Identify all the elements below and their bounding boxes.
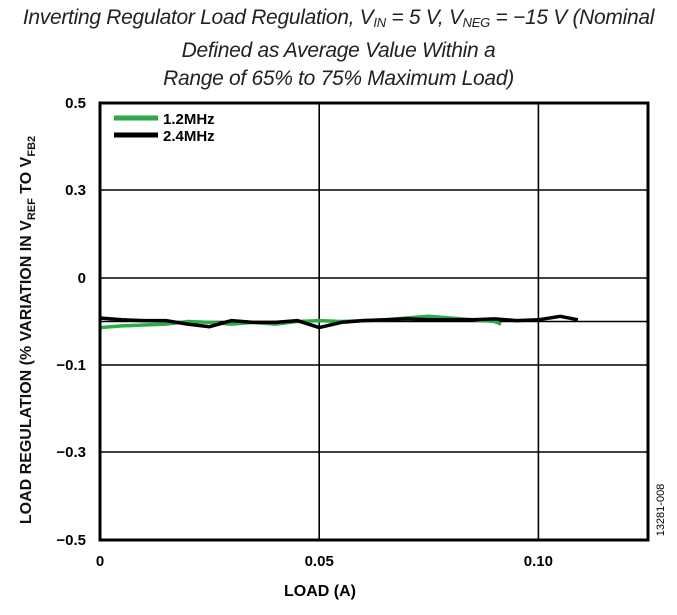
- x-tick-label: 0: [96, 553, 104, 570]
- series-line-1.2MHz: [99, 314, 502, 330]
- ylabel-sub: REF: [26, 198, 39, 221]
- title-sub: NEG: [462, 15, 491, 30]
- figure-code: 13281-008: [655, 483, 667, 537]
- legend-label: 2.4MHz: [163, 128, 215, 145]
- ylabel-text: TO V: [17, 156, 35, 199]
- y-tick-label: −0.3: [56, 444, 86, 461]
- title-text: Inverting Regulator Load Regulation, V: [22, 6, 374, 29]
- x-tick-label: 0.10: [524, 553, 553, 570]
- x-axis-label: LOAD (A): [284, 583, 356, 600]
- title-line-2: Defined as Average Value Within a: [181, 39, 496, 62]
- ylabel-text: LOAD REGULATION (% VARIATION IN V: [17, 220, 35, 525]
- series-line-2.4MHz: [99, 314, 579, 330]
- y-axis-label: LOAD REGULATION (% VARIATION IN VREF TO …: [18, 136, 38, 524]
- plot-frame: [98, 101, 650, 542]
- y-tick-label: 0: [78, 270, 86, 287]
- title-line-3: Range of 65% to 75% Maximum Load): [163, 67, 514, 90]
- ylabel-sub: FB2: [26, 135, 39, 157]
- title-text: = 5 V, V: [385, 6, 463, 29]
- legend-label: 1.2MHz: [163, 111, 215, 128]
- chart-title: Inverting Regulator Load Regulation, VIN…: [0, 4, 677, 93]
- y-tick-label: −0.5: [56, 532, 86, 549]
- y-tick-label: −0.1: [56, 357, 86, 374]
- title-text: = −15 V (Nominal: [489, 6, 655, 29]
- y-tick-label: 0.5: [65, 95, 86, 112]
- x-tick-label: 0.05: [305, 553, 334, 570]
- title-sub: IN: [373, 15, 386, 30]
- y-tick-label: 0.3: [65, 182, 86, 199]
